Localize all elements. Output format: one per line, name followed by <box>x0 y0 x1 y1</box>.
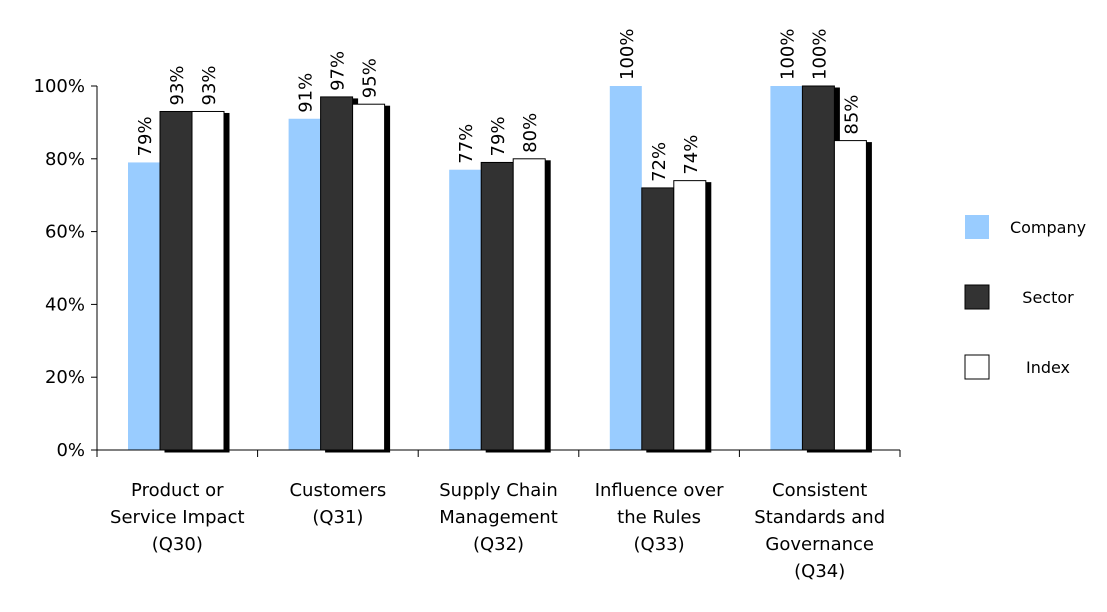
x-tick-label-line: Service Impact <box>110 507 245 528</box>
bar <box>449 169 482 450</box>
x-tick-label-line: Standards and <box>754 507 885 528</box>
bar <box>512 158 546 451</box>
x-tick-label-line: Consistent <box>772 480 867 501</box>
bar <box>801 85 835 451</box>
x-tick-label-line: Influence over <box>595 480 724 501</box>
value-label: 79% <box>135 116 156 156</box>
x-tick-label-line: Product or <box>131 480 224 501</box>
value-label: 97% <box>328 51 349 91</box>
x-tick-label-line: (Q31) <box>312 507 363 528</box>
bar <box>673 180 707 451</box>
value-label: 77% <box>456 124 477 164</box>
bar <box>609 86 642 450</box>
bar <box>128 162 160 450</box>
x-tick-label-line: Supply Chain <box>439 480 557 501</box>
y-tick-label: 100% <box>34 76 85 97</box>
value-label: 93% <box>167 65 188 105</box>
x-tick-label-line: Governance <box>765 534 874 555</box>
value-label: 100% <box>809 29 830 80</box>
value-label: 91% <box>296 73 317 113</box>
x-tick-label: Supply Chain Management (Q32) <box>439 480 558 555</box>
value-label: 79% <box>488 116 509 156</box>
x-tick-label-line: Customers <box>289 480 386 501</box>
legend-label: Sector <box>1022 288 1074 307</box>
bar <box>159 110 193 451</box>
y-tick-label: 20% <box>45 367 85 388</box>
y-tick-label: 80% <box>45 149 85 170</box>
legend-swatch <box>964 354 990 380</box>
x-tick-label: Consistent Standards and Governance (Q34) <box>754 480 885 582</box>
value-label: 95% <box>360 58 381 98</box>
x-tick-label-line: the Rules <box>617 507 701 528</box>
bar <box>641 187 675 451</box>
x-tick-label: Customers (Q31) <box>289 480 386 528</box>
value-label: 80% <box>520 113 541 153</box>
legend-label: Company <box>1010 218 1086 237</box>
bar <box>480 161 514 451</box>
value-label: 100% <box>777 29 798 80</box>
value-label: 85% <box>841 95 862 135</box>
bar <box>833 140 867 451</box>
x-tick-label-line: (Q30) <box>152 534 203 555</box>
bar <box>320 96 354 451</box>
bar <box>191 110 225 451</box>
x-tick-label-line: (Q32) <box>473 534 524 555</box>
legend-swatch <box>964 284 990 310</box>
bar <box>352 103 386 451</box>
bar <box>288 118 321 450</box>
y-tick-label: 0% <box>56 440 85 461</box>
y-tick-label: 40% <box>45 294 85 315</box>
value-label: 72% <box>649 142 670 182</box>
x-tick-label: Influence over the Rules (Q33) <box>595 480 724 555</box>
bar <box>770 86 803 450</box>
x-tick-label: Product or Service Impact (Q30) <box>110 480 245 555</box>
y-tick-label: 60% <box>45 222 85 243</box>
x-tick-label-line: (Q34) <box>794 561 845 582</box>
legend-label: Index <box>1026 358 1070 377</box>
x-tick-label-line: Management <box>439 507 558 528</box>
legend-swatch <box>965 215 989 239</box>
value-label: 100% <box>617 29 638 80</box>
value-label: 93% <box>199 65 220 105</box>
value-label: 74% <box>681 135 702 175</box>
x-tick-label-line: (Q33) <box>634 534 685 555</box>
